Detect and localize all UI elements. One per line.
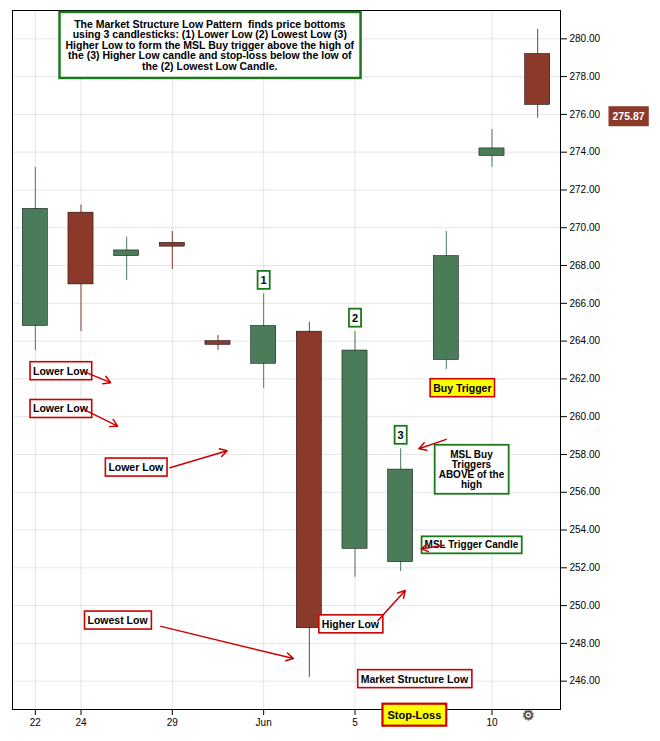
svg-text:The Market Structure Low Patte: The Market Structure Low Pattern finds p… — [65, 18, 354, 72]
svg-text:250.00: 250.00 — [570, 600, 601, 611]
svg-text:Jun: Jun — [256, 717, 272, 728]
svg-text:262.00: 262.00 — [570, 373, 601, 384]
svg-text:3: 3 — [398, 429, 404, 441]
svg-text:Lower Low: Lower Low — [33, 402, 89, 414]
svg-text:248.00: 248.00 — [570, 638, 601, 649]
svg-text:5: 5 — [352, 717, 358, 728]
svg-text:⚙: ⚙ — [522, 707, 535, 723]
svg-text:264.00: 264.00 — [570, 335, 601, 346]
svg-text:22: 22 — [30, 717, 42, 728]
svg-text:275.87: 275.87 — [613, 110, 645, 122]
svg-text:1: 1 — [261, 274, 267, 286]
svg-text:274.00: 274.00 — [570, 146, 601, 157]
svg-text:MSL BuyTriggersABOVE of thehig: MSL BuyTriggersABOVE of thehigh — [439, 449, 505, 490]
svg-text:Stop-Loss: Stop-Loss — [387, 709, 441, 721]
svg-text:256.00: 256.00 — [570, 486, 601, 497]
svg-text:2: 2 — [352, 312, 358, 324]
svg-text:29: 29 — [167, 717, 179, 728]
svg-text:Higher Low: Higher Low — [322, 618, 380, 630]
svg-text:10: 10 — [486, 717, 498, 728]
svg-text:268.00: 268.00 — [570, 260, 601, 271]
svg-text:Buy Trigger: Buy Trigger — [433, 382, 491, 394]
svg-text:260.00: 260.00 — [570, 411, 601, 422]
svg-text:252.00: 252.00 — [570, 562, 601, 573]
svg-text:266.00: 266.00 — [570, 298, 601, 309]
svg-text:Lower Low: Lower Low — [108, 461, 164, 473]
svg-text:272.00: 272.00 — [570, 184, 601, 195]
svg-text:254.00: 254.00 — [570, 524, 601, 535]
svg-text:Lower Low: Lower Low — [33, 365, 89, 377]
svg-text:278.00: 278.00 — [570, 71, 601, 82]
svg-text:Market Structure Low: Market Structure Low — [361, 673, 469, 685]
svg-text:258.00: 258.00 — [570, 449, 601, 460]
svg-text:276.00: 276.00 — [570, 109, 601, 120]
svg-text:MSL Trigger Candle: MSL Trigger Candle — [425, 539, 519, 550]
svg-text:246.00: 246.00 — [570, 675, 601, 686]
svg-text:280.00: 280.00 — [570, 33, 601, 44]
svg-text:24: 24 — [75, 717, 87, 728]
svg-text:Lowest Low: Lowest Low — [87, 614, 148, 626]
svg-text:270.00: 270.00 — [570, 222, 601, 233]
